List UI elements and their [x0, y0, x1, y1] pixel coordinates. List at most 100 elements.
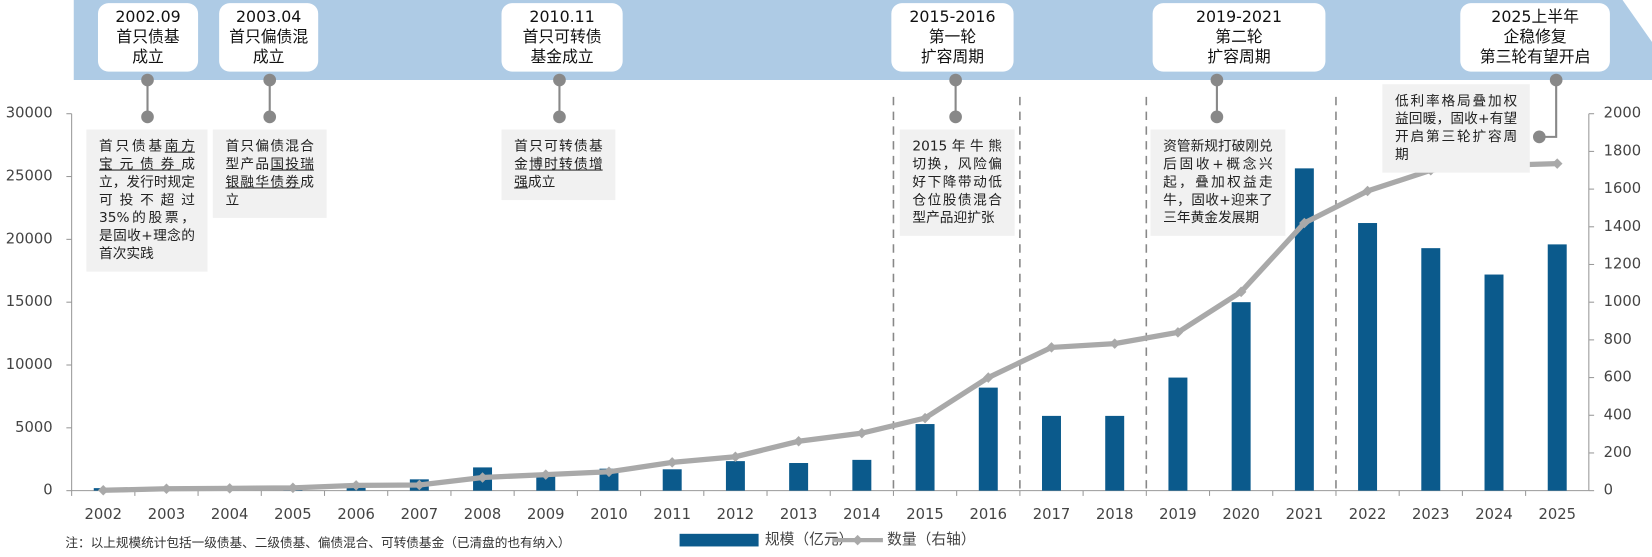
bar — [1294, 168, 1314, 491]
connector-dot — [263, 73, 277, 87]
bar — [1547, 244, 1567, 491]
milestone-title-line: 扩容周期 — [920, 47, 985, 67]
bar — [915, 424, 935, 491]
y2-tick-label: 600 — [1604, 369, 1632, 386]
line-marker — [161, 483, 172, 495]
milestone-note: 首只偏债混合型产品国投瑞银融华债券成立 — [212, 129, 327, 218]
note-text: 南方宝元债券 — [99, 138, 195, 173]
line-marker — [1172, 327, 1184, 338]
milestone-title-line: 第三轮有望开启 — [1479, 47, 1591, 67]
note-text: 低利率格局叠加权益回暖，固收+有望开启第三轮扩容周期 — [1394, 93, 1518, 164]
bar — [1421, 248, 1441, 491]
note-text: 成立，发行时规定可投不超过35%的股票，是固收+理念的首次实践 — [99, 156, 195, 263]
x-tick-label: 2011 — [653, 506, 691, 523]
x-tick-label: 2010 — [590, 506, 628, 523]
milestone-title-line: 扩容周期 — [1207, 47, 1271, 67]
milestone-title-line: 基金成立 — [530, 47, 594, 67]
x-tick-label: 2004 — [211, 506, 249, 523]
note-text: 资管新规打破刚兑后固收+概念兴起，叠加权益走牛，固收+迎来了三年黄金发展期 — [1163, 138, 1273, 227]
bar — [1168, 377, 1188, 491]
milestone-title: 2003.04 首只偏债混 成立 — [219, 3, 319, 72]
milestone-title-line: 2010.11 — [529, 7, 595, 27]
connector-dot — [949, 73, 962, 87]
y-tick-label: 25000 — [6, 168, 53, 185]
note-text: 成立 — [527, 174, 556, 191]
line-marker — [603, 466, 615, 478]
y2-tick-label: 1600 — [1604, 180, 1642, 197]
milestone-title: 2019-2021 第二轮 扩容周期 — [1152, 3, 1326, 72]
milestone-title: 2015-2016 第一轮 扩容周期 — [891, 3, 1014, 72]
bar — [536, 473, 556, 491]
line-marker — [1551, 158, 1563, 169]
line-marker — [856, 427, 868, 439]
legend-swatch — [679, 533, 759, 547]
milestone-title-line: 2019-2021 — [1195, 7, 1283, 27]
milestone-title-line: 首只债基 — [116, 27, 180, 47]
milestone-title-line: 首只偏债混 — [229, 27, 309, 47]
bar — [789, 463, 809, 491]
milestone-title: 2010.11 首只可转债 基金成立 — [501, 3, 623, 72]
note-text: 首只债基 — [99, 138, 165, 155]
y-tick-label: 20000 — [6, 230, 53, 247]
line-marker — [730, 451, 741, 462]
line-marker — [350, 480, 362, 491]
line-marker — [1362, 185, 1373, 197]
milestone-title-line: 企稳修复 — [1503, 27, 1567, 47]
line-marker — [919, 412, 931, 424]
bar — [1484, 274, 1504, 491]
y-tick-label: 5000 — [15, 419, 53, 436]
legend-label: 规模（亿元） — [765, 531, 853, 548]
x-tick-label: 2019 — [1159, 506, 1197, 523]
line-marker — [287, 482, 299, 494]
x-tick-label: 2025 — [1538, 506, 1576, 523]
y2-tick-label: 1800 — [1604, 142, 1642, 159]
x-tick-label: 2014 — [843, 506, 881, 523]
bar — [978, 387, 998, 491]
note-text: 2015年牛熊切换，风险偏好下降带动低仓位股债混合型产品迎扩张 — [912, 138, 1002, 227]
x-tick-label: 2016 — [970, 506, 1008, 523]
note-text: 首只偏债混合型产品 — [225, 138, 314, 173]
x-tick-label: 2009 — [527, 506, 565, 523]
y2-tick-label: 1400 — [1604, 218, 1642, 235]
note-text: 国投瑞银融华债券 — [225, 156, 314, 191]
line-marker — [1235, 286, 1247, 298]
x-tick-label: 2006 — [337, 506, 375, 523]
note-text: 博时转债增强 — [514, 156, 603, 191]
x-tick-label: 2024 — [1475, 506, 1513, 523]
y2-tick-label: 400 — [1604, 406, 1632, 423]
bar — [1042, 415, 1061, 491]
legend-marker — [852, 534, 863, 546]
note-text: 首只可转债基金 — [514, 138, 603, 173]
milestone-title-line: 成立 — [252, 47, 285, 67]
line — [103, 161, 1558, 493]
line-marker — [477, 472, 488, 483]
x-tick-label: 2008 — [464, 506, 502, 523]
x-tick-label: 2012 — [717, 506, 755, 523]
connector-dot — [949, 110, 962, 124]
connector-dot — [553, 73, 566, 87]
milestone-note: 低利率格局叠加权益回暖，固收+有望开启第三轮扩容周期 — [1382, 84, 1530, 173]
milestone-note: 首只可转债基金博时转债增强成立 — [501, 129, 616, 201]
y-tick-label: 30000 — [6, 105, 53, 122]
y2-tick-label: 0 — [1604, 482, 1613, 499]
y2-tick-label: 1000 — [1604, 293, 1642, 310]
x-tick-label: 2023 — [1412, 506, 1450, 523]
line-marker — [666, 457, 678, 468]
bar — [725, 461, 745, 491]
bar — [852, 459, 872, 491]
bar — [1231, 302, 1251, 491]
milestone-title: 2025上半年 企稳修复 第三轮有望开启 — [1460, 3, 1610, 72]
bar — [1105, 415, 1125, 491]
connector-dot — [553, 110, 566, 124]
connector-dot — [1549, 73, 1563, 87]
milestone-note: 2015年牛熊切换，风险偏好下降带动低仓位股债混合型产品迎扩张 — [899, 129, 1015, 236]
milestone-title: 2002.09 首只债基 成立 — [97, 3, 199, 72]
y2-tick-label: 200 — [1604, 444, 1632, 461]
x-tick-label: 2020 — [1222, 506, 1260, 523]
y-tick-label: 0 — [43, 482, 52, 499]
connector-dot — [1210, 73, 1224, 87]
line-marker — [97, 485, 109, 496]
